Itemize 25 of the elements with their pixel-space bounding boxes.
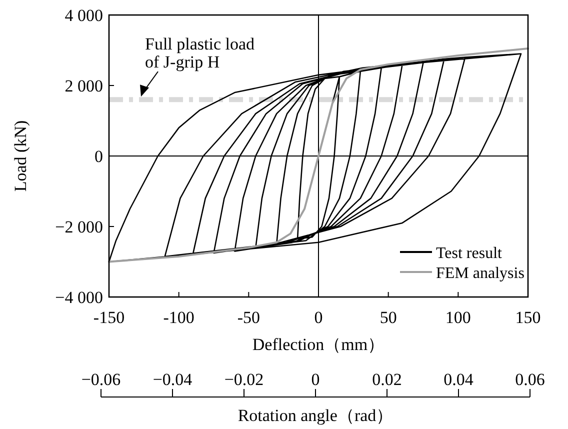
y-axis-title: Load (kN) bbox=[11, 120, 30, 192]
x2-tick-label: −0.02 bbox=[224, 370, 264, 389]
y-tick-label: 0 bbox=[94, 147, 103, 166]
ref-line-label: Full plastic load of J-grip H bbox=[145, 34, 256, 72]
y-tick-label: 4 000 bbox=[64, 6, 103, 25]
x-tick-label: 150 bbox=[515, 308, 541, 327]
legend-label: FEM analysis bbox=[436, 265, 524, 282]
x2-tick-label: 0.06 bbox=[515, 370, 545, 389]
y-tick-label: 2 000 bbox=[64, 76, 103, 96]
x-axis-title: Deflection（mm） bbox=[252, 335, 385, 354]
x-tick-label: 50 bbox=[380, 308, 397, 327]
x-tick-label: -50 bbox=[237, 308, 260, 327]
x-tick-label: 100 bbox=[445, 308, 471, 327]
x2-tick-label: 0.04 bbox=[444, 370, 474, 389]
y-tick-label: −4 000 bbox=[55, 288, 103, 307]
x2-tick-label: 0 bbox=[311, 370, 320, 389]
legend-label: Test result bbox=[436, 245, 503, 262]
x2-tick-label: −0.06 bbox=[81, 370, 121, 389]
x2-tick-label: −0.04 bbox=[152, 370, 193, 389]
x-tick-label: -100 bbox=[163, 308, 194, 327]
x2-tick-label: 0.02 bbox=[372, 370, 402, 389]
x-tick-label: 0 bbox=[314, 308, 323, 327]
x-tick-label: -150 bbox=[93, 308, 125, 327]
y-tick-label: −2 000 bbox=[55, 218, 103, 236]
x2-axis-title: Rotation angle（rad） bbox=[238, 406, 394, 425]
